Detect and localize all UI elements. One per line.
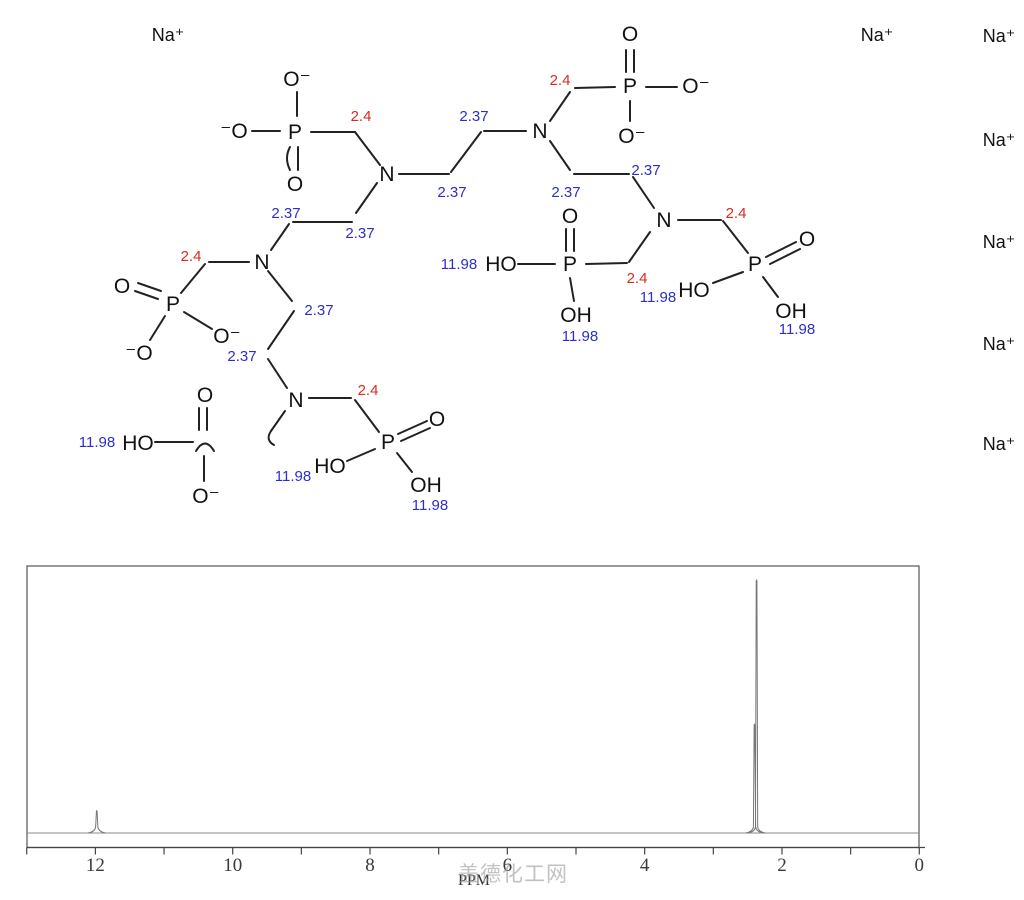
atom-o-p5: O bbox=[562, 205, 578, 228]
nmr-spectrum: 12 10 8 6 4 2 0 PPM bbox=[26, 565, 925, 889]
sodium-ion-7: Na⁺ bbox=[983, 434, 1016, 454]
nmr-peak bbox=[745, 723, 764, 834]
shift-2p37-e: 2.37 bbox=[271, 205, 300, 222]
axis-tick-label: 12 bbox=[86, 855, 105, 876]
atom-labels: N N N N N P P P P P P O O O O O O O O⁻ O… bbox=[114, 23, 815, 508]
axis-tick-label: 2 bbox=[777, 855, 787, 876]
spectrum-dynamic-layer: 12 10 8 6 4 2 0 bbox=[26, 579, 925, 876]
shift-11p98-f: 11.98 bbox=[412, 497, 448, 514]
atom-p6: P bbox=[381, 431, 395, 454]
shift-11p98-e: 11.98 bbox=[275, 468, 311, 485]
atom-minuso-p3: ⁻O bbox=[125, 342, 152, 365]
atom-o-p2: O bbox=[622, 23, 638, 46]
shift-2p37-a: 2.37 bbox=[459, 108, 488, 125]
shift-11p98-b: 11.98 bbox=[562, 328, 598, 345]
atom-ominus-p2-right: O⁻ bbox=[682, 75, 709, 98]
shift-2p37-h: 2.37 bbox=[227, 348, 256, 365]
shift-2p37-d: 2.37 bbox=[631, 162, 660, 179]
atom-p5: P bbox=[563, 253, 577, 276]
shift-labels-blue-ch2: 2.37 2.37 2.37 2.37 2.37 2.37 2.37 2.37 bbox=[227, 108, 660, 365]
shift-labels-red: 2.4 2.4 2.4 2.4 2.4 2.4 bbox=[181, 72, 747, 399]
atom-p3: P bbox=[166, 293, 180, 316]
ppm-axis-title: PPM bbox=[458, 872, 490, 889]
shift-labels-blue-oh: 11.98 11.98 11.98 11.98 11.98 11.98 11.9… bbox=[79, 256, 815, 514]
watermark-text: 盖德化工网 bbox=[458, 862, 568, 886]
bond-lines bbox=[134, 49, 801, 482]
molecule-structure: Na⁺ Na⁺ Na⁺ Na⁺ Na⁺ Na⁺ Na⁺ N N N N N P … bbox=[79, 23, 1015, 514]
sodium-ion-4: Na⁺ bbox=[983, 130, 1016, 150]
sodium-counterions: Na⁺ Na⁺ Na⁺ Na⁺ Na⁺ Na⁺ Na⁺ bbox=[152, 25, 1016, 454]
sodium-ion-5: Na⁺ bbox=[983, 232, 1016, 252]
shift-2p37-f: 2.37 bbox=[345, 225, 374, 242]
sodium-ion-6: Na⁺ bbox=[983, 334, 1016, 354]
atom-o-frag: O bbox=[197, 384, 213, 407]
axis-tick-label: 4 bbox=[640, 855, 650, 876]
atom-ominus-frag: O⁻ bbox=[192, 485, 219, 508]
shift-2p37-g: 2.37 bbox=[304, 302, 333, 319]
atom-n2: N bbox=[532, 120, 547, 143]
shift-2p37-b: 2.37 bbox=[437, 184, 466, 201]
axis-tick-label: 8 bbox=[365, 855, 375, 876]
shift-2p4-p5: 2.4 bbox=[627, 270, 648, 287]
atom-p2: P bbox=[623, 75, 637, 98]
shift-11p98-g: 11.98 bbox=[79, 434, 115, 451]
sodium-ion-2: Na⁺ bbox=[861, 25, 894, 45]
atom-oh-p5: OH bbox=[560, 304, 592, 327]
atom-ho-p5: HO bbox=[485, 253, 517, 276]
atom-o-p4: O bbox=[799, 228, 815, 251]
atom-o-p3: O bbox=[114, 275, 130, 298]
sodium-ion-1: Na⁺ bbox=[152, 25, 185, 45]
shift-11p98-a: 11.98 bbox=[441, 256, 477, 273]
atom-n4: N bbox=[254, 251, 269, 274]
shift-2p4-p1: 2.4 bbox=[351, 108, 372, 125]
shift-2p4-p4: 2.4 bbox=[726, 205, 747, 222]
atom-n5: N bbox=[288, 389, 303, 412]
sodium-ion-3: Na⁺ bbox=[983, 26, 1016, 46]
shift-2p37-c: 2.37 bbox=[551, 184, 580, 201]
atom-p1: P bbox=[288, 121, 302, 144]
nmr-peak bbox=[747, 579, 766, 834]
axis-tick-label: 6 bbox=[503, 855, 513, 876]
atom-n1: N bbox=[379, 163, 394, 186]
axis-tick-label: 0 bbox=[915, 855, 925, 876]
atom-oh-p6: OH bbox=[410, 474, 442, 497]
shift-2p4-p6: 2.4 bbox=[358, 382, 379, 399]
axis-tick-label: 10 bbox=[223, 855, 242, 876]
atom-n3: N bbox=[656, 209, 671, 232]
shift-11p98-c: 11.98 bbox=[640, 289, 676, 306]
shift-11p98-d: 11.98 bbox=[779, 321, 815, 338]
atom-ho-p4: HO bbox=[678, 279, 710, 302]
atom-p4: P bbox=[748, 253, 762, 276]
atom-ominus-p1-top: O⁻ bbox=[283, 68, 310, 91]
atom-ho-p6: HO bbox=[314, 455, 346, 478]
atom-o-p6: O bbox=[429, 408, 445, 431]
atom-ho-frag: HO bbox=[122, 432, 154, 455]
shift-2p4-p2: 2.4 bbox=[550, 72, 571, 89]
atom-oh-p4: OH bbox=[775, 300, 807, 323]
shift-2p4-p3: 2.4 bbox=[181, 248, 202, 265]
atom-minuso-p1: ⁻O bbox=[220, 120, 247, 143]
nmr-peak bbox=[87, 810, 106, 834]
spectrum-frame bbox=[26, 565, 920, 849]
atom-o-p1: O bbox=[287, 173, 303, 196]
atom-ominus-p2-down: O⁻ bbox=[618, 125, 645, 148]
atom-ominus-p3: O⁻ bbox=[213, 325, 240, 348]
